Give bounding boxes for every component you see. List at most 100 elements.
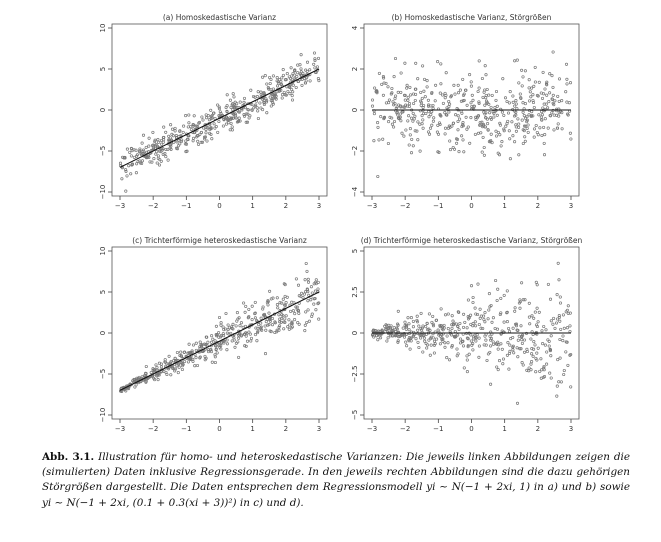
scatter-point — [169, 373, 173, 377]
scatter-point — [316, 287, 320, 291]
scatter-point — [140, 161, 144, 166]
scatter-point — [269, 77, 273, 82]
scatter-point — [520, 361, 524, 365]
scatter-point — [430, 320, 434, 324]
scatter-point — [168, 136, 172, 140]
scatter-point — [483, 103, 487, 107]
scatter-point — [521, 75, 525, 79]
scatter-point — [523, 298, 527, 302]
scatter-point — [211, 111, 216, 115]
scatter-point — [197, 121, 201, 125]
scatter-point — [513, 140, 517, 144]
scatter-point — [549, 319, 553, 323]
scatter-point — [507, 326, 511, 331]
scatter-point — [393, 56, 398, 61]
scatter-point — [153, 368, 157, 372]
scatter-point — [465, 336, 469, 340]
scatter-point — [159, 159, 163, 163]
scatter-point — [551, 101, 555, 105]
scatter-point — [175, 140, 179, 144]
scatter-point — [495, 298, 499, 303]
scatter-point — [545, 350, 549, 354]
scatter-point — [516, 338, 520, 342]
scatter-point — [293, 318, 297, 322]
scatter-point — [436, 328, 440, 332]
scatter-point — [566, 363, 570, 367]
scatter-point — [514, 125, 518, 129]
scatter-point — [522, 338, 527, 342]
scatter-point — [195, 124, 199, 128]
scatter-point — [125, 174, 129, 178]
scatter-point — [268, 316, 272, 320]
scatter-point — [402, 134, 406, 138]
scatter-point — [396, 309, 400, 313]
scatter-point — [523, 139, 527, 143]
scatter-point — [316, 56, 321, 60]
scatter-point — [471, 98, 475, 102]
x-tick-label: 2 — [536, 425, 540, 433]
scatter-point — [127, 164, 131, 168]
scatter-point — [315, 65, 319, 69]
scatter-point — [390, 86, 394, 91]
scatter-point — [300, 291, 304, 295]
scatter-point — [562, 326, 566, 330]
scatter-point — [272, 96, 276, 100]
scatter-point — [257, 323, 261, 327]
y-tick-label: 10 — [99, 247, 107, 256]
scatter-point — [230, 339, 234, 343]
scatter-point — [286, 89, 290, 94]
scatter-point — [179, 354, 183, 358]
scatter-point — [450, 345, 454, 349]
scatter-point — [411, 144, 415, 148]
scatter-point — [210, 334, 214, 338]
chart-panel-4: (d) Trichterförmige heteroskedastische V… — [351, 236, 583, 433]
scatter-point — [249, 88, 253, 92]
scatter-point — [148, 160, 152, 164]
scatter-point — [412, 101, 416, 106]
scatter-point — [482, 145, 486, 150]
scatter-point — [228, 116, 232, 120]
x-tick-label: 2 — [284, 425, 288, 433]
scatter-point — [206, 114, 210, 118]
scatter-point — [153, 138, 157, 142]
scatter-point — [204, 335, 208, 339]
scatter-point — [512, 351, 516, 355]
scatter-point — [424, 325, 428, 329]
x-tick-label: −2 — [400, 425, 410, 433]
scatter-point — [377, 138, 381, 142]
scatter-point — [416, 77, 420, 81]
scatter-point — [541, 375, 545, 380]
scatter-point — [511, 326, 515, 330]
scatter-point — [549, 376, 553, 380]
scatter-point — [549, 354, 553, 358]
scatter-point — [388, 326, 393, 330]
scatter-point — [561, 313, 565, 317]
scatter-point — [429, 343, 433, 347]
scatter-point — [281, 68, 285, 72]
scatter-point — [290, 87, 294, 92]
scatter-point — [532, 127, 537, 131]
scatter-point — [209, 108, 213, 112]
scatter-point — [302, 292, 307, 296]
scatter-point — [290, 94, 294, 98]
scatter-point — [238, 119, 242, 123]
scatter-point — [131, 379, 135, 383]
scatter-point — [548, 347, 552, 351]
scatter-point — [404, 128, 408, 132]
scatter-point — [242, 301, 246, 305]
scatter-point — [426, 343, 430, 347]
scatter-point — [556, 94, 560, 98]
scatter-point — [144, 372, 148, 376]
scatter-point — [161, 140, 165, 144]
scatter-point — [480, 150, 484, 154]
scatter-point — [478, 123, 482, 127]
scatter-point — [494, 129, 498, 133]
scatter-point — [465, 127, 469, 131]
scatter-point — [268, 319, 272, 323]
scatter-point — [179, 139, 183, 144]
scatter-point — [270, 316, 275, 321]
scatter-point — [478, 307, 482, 311]
scatter-point — [159, 370, 163, 374]
scatter-point — [181, 130, 185, 134]
scatter-point — [436, 60, 440, 64]
